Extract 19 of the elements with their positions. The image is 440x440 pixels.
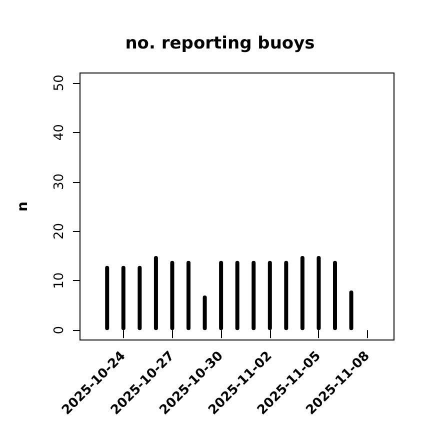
bar bbox=[252, 260, 256, 330]
bar bbox=[138, 266, 142, 330]
y-tick-label: 0 bbox=[52, 326, 67, 334]
bar bbox=[284, 260, 288, 330]
bar bbox=[154, 256, 158, 330]
bar bbox=[300, 256, 304, 330]
y-tick-label: 30 bbox=[52, 174, 67, 190]
y-tick-label: 10 bbox=[52, 272, 67, 289]
y-axis-title: n bbox=[15, 202, 31, 212]
y-tick-label: 50 bbox=[52, 74, 67, 92]
y-tick-label: 40 bbox=[52, 124, 67, 141]
chart-title: no. reporting buoys bbox=[125, 34, 315, 54]
bar bbox=[202, 296, 207, 330]
bar bbox=[235, 260, 240, 330]
bar bbox=[349, 290, 354, 330]
bar bbox=[333, 260, 337, 330]
bar bbox=[105, 266, 110, 330]
bar bbox=[186, 260, 191, 330]
y-tick-label: 20 bbox=[52, 222, 67, 240]
